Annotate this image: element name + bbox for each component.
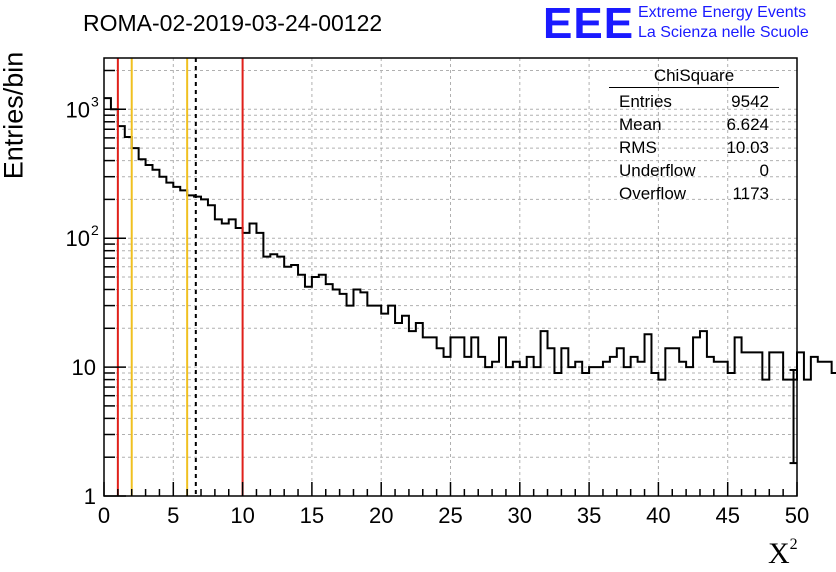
x-tick-label: 35 [577,503,601,528]
stats-value: 1173 [732,184,769,203]
x-tick-label: 20 [369,503,393,528]
eee-logo: EEE [543,0,635,48]
stats-box: ChiSquare Entries 9542 Mean 6.624 RMS 10.03… [609,66,779,205]
x-tick-label: 30 [508,503,532,528]
x-axis-label-text: X [768,537,790,570]
x-axis-label-exponent: 2 [789,536,798,553]
stats-row-underflow: Underflow 0 [609,159,779,182]
y-axis-label-text: Entries/bin [0,51,29,180]
x-tick-label: 15 [300,503,324,528]
stats-label: Entries [619,92,672,111]
axis-ticks [103,69,798,497]
y-tick-label: 10 [72,355,96,380]
stats-label: Overflow [619,184,687,203]
stats-value: 9542 [731,92,769,111]
x-tick-label: 50 [785,503,809,528]
y-tick-exponent: 3 [91,93,99,109]
stats-label: Underflow [619,161,696,180]
y-tick-label: 10 [66,97,90,122]
stats-title: ChiSquare [609,66,779,88]
y-tick-label: 10 [66,226,90,251]
stats-label: Mean [619,115,662,134]
y-axis-label: Entries/bin [0,40,38,190]
stats-value: 6.624 [726,115,769,134]
stats-label: RMS [619,138,657,157]
histogram-series [104,97,836,465]
x-tick-label: 40 [646,503,670,528]
marker-lines [116,58,244,496]
stats-value: 0 [759,161,769,180]
x-tick-label: 45 [715,503,739,528]
x-tick-label: 5 [167,503,179,528]
stats-row-rms: RMS 10.03 [609,136,779,159]
y-tick-exponent: 2 [91,222,99,238]
stats-row-mean: Mean 6.624 [609,113,779,136]
stats-row-overflow: Overflow 1173 [609,182,779,205]
x-tick-label: 25 [438,503,462,528]
x-tick-label: 0 [98,503,110,528]
logo-subtitle-2: La Scienza nelle Scuole [638,24,809,41]
grid-lines [104,58,797,496]
histogram-step-line [104,97,836,381]
run-title: ROMA-02-2019-03-24-00122 [83,10,383,36]
x-tick-label: 10 [230,503,254,528]
x-axis-label: X2 [768,536,798,571]
stats-value: 10.03 [726,138,769,157]
y-tick-label: 1 [84,484,96,509]
stats-row-entries: Entries 9542 [609,90,779,113]
logo-subtitle-1: Extreme Energy Events [638,4,807,21]
